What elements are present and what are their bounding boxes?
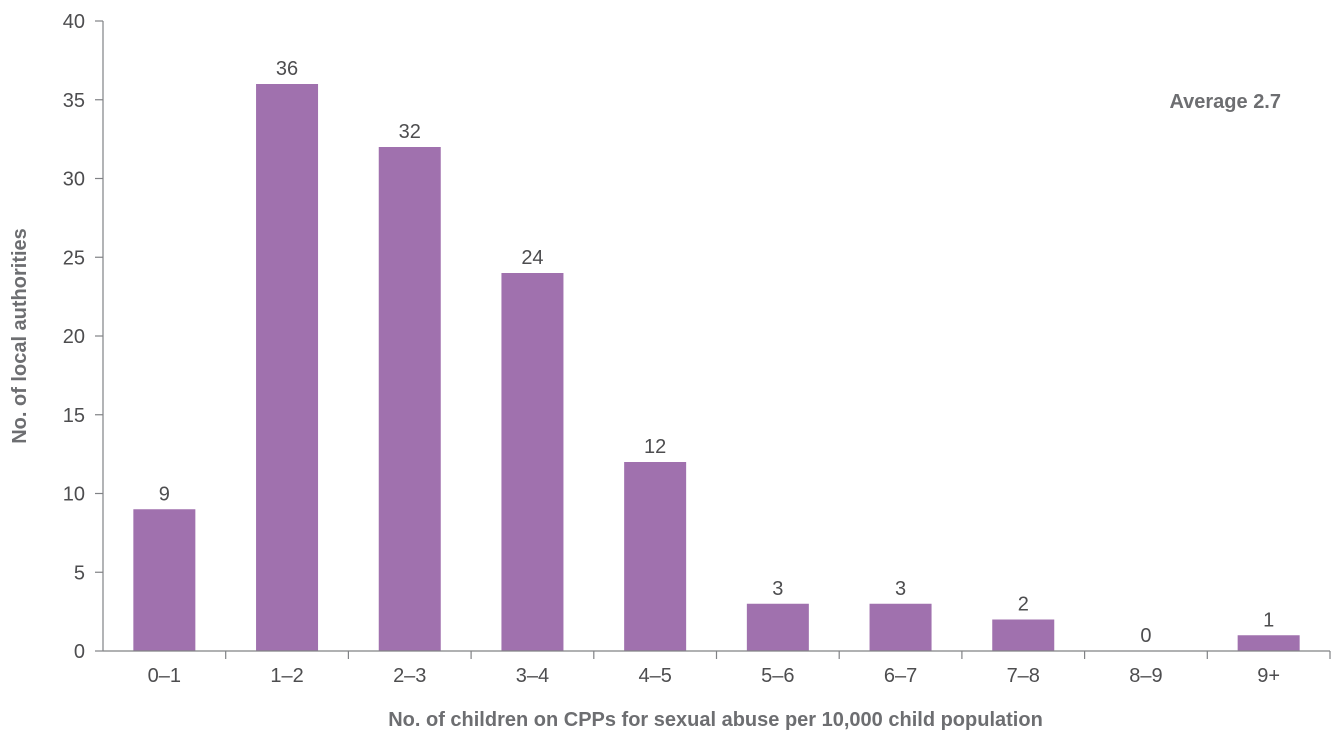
x-tick-label: 8–9 (1129, 665, 1162, 687)
y-tick-label: 10 (63, 484, 85, 506)
data-label: 2 (1018, 594, 1029, 616)
y-tick-label: 0 (74, 641, 85, 663)
bar (624, 462, 687, 651)
bar (746, 603, 809, 651)
data-label: 3 (772, 578, 783, 600)
data-label: 9 (159, 483, 170, 505)
x-axis-title: No. of children on CPPs for sexual abuse… (388, 709, 1043, 731)
bar (869, 603, 932, 651)
data-label: 0 (1140, 625, 1151, 647)
bar (133, 509, 196, 651)
data-label: 24 (521, 247, 543, 269)
bar (378, 147, 441, 651)
x-tick-label: 3–4 (516, 665, 549, 687)
x-axis-ticks: 0–1 1–2 2–3 3–4 4–5 5–6 6–7 7–8 8–9 9+ (148, 651, 1331, 687)
data-label: 12 (644, 436, 666, 458)
x-tick-label: 9+ (1257, 665, 1280, 687)
x-tick-label: 2–3 (393, 665, 426, 687)
y-tick-label: 40 (63, 11, 85, 33)
x-tick-label: 4–5 (638, 665, 671, 687)
y-tick-label: 20 (63, 326, 85, 348)
y-axis-title: No. of local authorities (9, 228, 31, 444)
x-tick-label: 6–7 (884, 665, 917, 687)
y-tick-label: 30 (63, 169, 85, 191)
bar (992, 619, 1055, 651)
data-label: 32 (399, 121, 421, 143)
bar (501, 273, 564, 651)
y-axis-ticks: 0 5 10 15 20 25 30 35 40 (63, 11, 103, 663)
average-annotation: Average 2.7 (1169, 91, 1281, 113)
y-tick-label: 25 (63, 247, 85, 269)
x-tick-label: 0–1 (148, 665, 181, 687)
bar (1237, 635, 1300, 651)
x-tick-label: 1–2 (270, 665, 303, 687)
x-tick-label: 5–6 (761, 665, 794, 687)
data-label: 1 (1263, 609, 1274, 631)
y-tick-label: 15 (63, 405, 85, 427)
y-tick-label: 5 (74, 562, 85, 584)
data-label: 36 (276, 58, 298, 80)
bars-group (133, 84, 1300, 651)
x-tick-label: 7–8 (1007, 665, 1040, 687)
y-tick-label: 35 (63, 90, 85, 112)
data-label: 3 (895, 578, 906, 600)
bar (256, 84, 319, 651)
